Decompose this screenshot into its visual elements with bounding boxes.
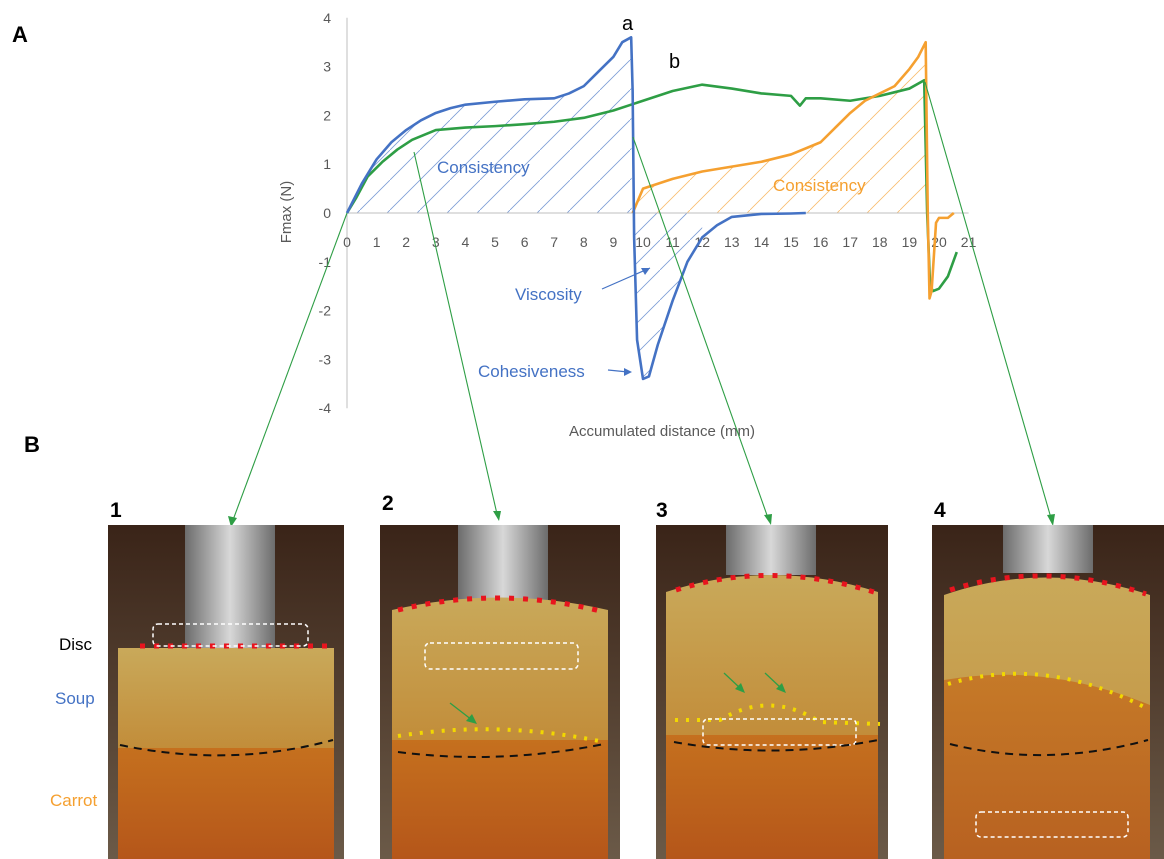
- x-tick-label: 0: [343, 234, 351, 250]
- photo-4-disc-box: [975, 811, 1129, 838]
- photo-2-carrot-layer: [392, 740, 608, 859]
- photo-4-interface-line: [949, 739, 1149, 757]
- x-tick-label: 16: [813, 234, 829, 250]
- consistency-area-orange: [632, 42, 926, 214]
- x-tick-label: 1: [373, 234, 381, 250]
- photo-3-interface-line: [673, 739, 879, 752]
- y-tick-label: -1: [319, 254, 332, 270]
- viscosity-arrowhead: [641, 268, 650, 275]
- photo-1-soup-layer: [118, 648, 334, 748]
- photo-3-plunger: [726, 525, 816, 575]
- photo-3: [656, 525, 888, 859]
- x-tick-label: 18: [872, 234, 888, 250]
- photo-label-1: 1: [110, 499, 122, 522]
- cohesiveness-arrowhead: [624, 368, 632, 376]
- photo-2-disc-box: [424, 642, 579, 670]
- connector-arrow-2: [413, 151, 498, 515]
- photo-label-2: 2: [382, 492, 394, 515]
- photo-1-carrot-layer: [118, 748, 334, 859]
- axes: [346, 17, 969, 409]
- photo-2-arrowhead: [466, 714, 477, 724]
- connector-arrows: [228, 81, 1055, 527]
- panel-label-a: A: [12, 22, 28, 47]
- x-tick-label: 13: [724, 234, 740, 250]
- y-tick-label: -4: [319, 400, 332, 416]
- x-tick-label: 6: [521, 234, 529, 250]
- x-tick-label: 2: [402, 234, 410, 250]
- photo-2-plunger: [458, 525, 548, 605]
- layer-label-disc: Disc: [59, 635, 93, 654]
- photo-2: [380, 525, 620, 859]
- x-tick-label: 17: [842, 234, 858, 250]
- y-tick-label: 4: [323, 10, 331, 26]
- connector-arrow-1: [232, 212, 348, 521]
- photo-4-deformation-marker: [947, 671, 1147, 710]
- cohesiveness-label: Cohesiveness: [478, 362, 585, 381]
- x-tick-label: 3: [432, 234, 440, 250]
- viscosity-area: [634, 213, 703, 379]
- connector-arrow-3: [632, 136, 769, 519]
- photo-3-arrowhead-a: [735, 683, 745, 693]
- viscosity-arrow: [601, 267, 651, 290]
- series-lines: [345, 36, 958, 381]
- consistency-label-left: Consistency: [437, 158, 530, 177]
- photo-2-interface-line: [397, 743, 605, 758]
- photo-label-4: 4: [934, 499, 946, 522]
- connector-arrowhead-2: [493, 511, 501, 521]
- connector-arrowhead-4: [1047, 514, 1055, 526]
- layer-label-carrot: Carrot: [50, 791, 98, 810]
- x-axis-title: Accumulated distance (mm): [569, 423, 755, 440]
- x-tick-labels: 0 1 2 3 4 5 6 7 8 9 10 11 12 13 14 15 16 17 18 19 20 21: [343, 234, 976, 250]
- photo-4: [932, 525, 1164, 859]
- photo-1: [108, 525, 344, 859]
- x-tick-label: 14: [754, 234, 770, 250]
- photo-3-soup-layer: [666, 575, 878, 735]
- photo-3-disc-box: [702, 718, 857, 746]
- series-orange-line: [631, 40, 955, 300]
- panel-label-b: B: [24, 432, 40, 457]
- x-tick-label: 9: [610, 234, 618, 250]
- series-a-line: [345, 36, 806, 381]
- y-tick-label: -2: [319, 303, 332, 319]
- photo-label-3: 3: [656, 499, 668, 522]
- photo-1-interface-line: [119, 739, 334, 757]
- photo-1-plunger: [185, 525, 275, 650]
- photo-2-disc-marker: [397, 595, 605, 615]
- photo-3-arrowhead-b: [776, 683, 786, 693]
- x-tick-label: 19: [902, 234, 918, 250]
- consistency-label-right: Consistency: [773, 176, 866, 195]
- photo-3-arrow-b: [764, 672, 782, 689]
- photo-4-mixed-layer: [944, 674, 1150, 859]
- photo-3-carrot-layer: [666, 735, 878, 859]
- y-tick-label: 1: [323, 156, 331, 172]
- curve-label-b: b: [669, 51, 680, 73]
- y-tick-label: 3: [323, 59, 331, 75]
- x-tick-label: 8: [580, 234, 588, 250]
- y-tick-label: 0: [323, 205, 331, 221]
- y-tick-label: 2: [323, 107, 331, 123]
- photo-4-plunger: [1003, 525, 1093, 573]
- x-tick-label: 5: [491, 234, 499, 250]
- x-tick-label: 7: [550, 234, 558, 250]
- x-tick-label: 21: [961, 234, 977, 250]
- layer-label-soup: Soup: [55, 689, 95, 708]
- x-tick-label: 10: [635, 234, 651, 250]
- x-tick-label: 15: [783, 234, 799, 250]
- y-tick-labels: 4 3 2 1 0 -1 -2 -3 -4: [319, 10, 332, 416]
- connector-arrow-4: [924, 81, 1052, 519]
- x-tick-label: 4: [462, 234, 470, 250]
- connector-arrowhead-3: [764, 514, 772, 525]
- photo-1-disc-box: [152, 623, 309, 647]
- curve-label-a: a: [622, 13, 634, 35]
- photo-2-arrow: [449, 702, 473, 721]
- y-axis-title: Fmax (N): [278, 181, 295, 244]
- connector-arrowhead-1: [228, 516, 237, 527]
- viscosity-label: Viscosity: [515, 285, 582, 304]
- y-tick-label: -3: [319, 351, 332, 367]
- photo-3-arrow-a: [723, 672, 741, 689]
